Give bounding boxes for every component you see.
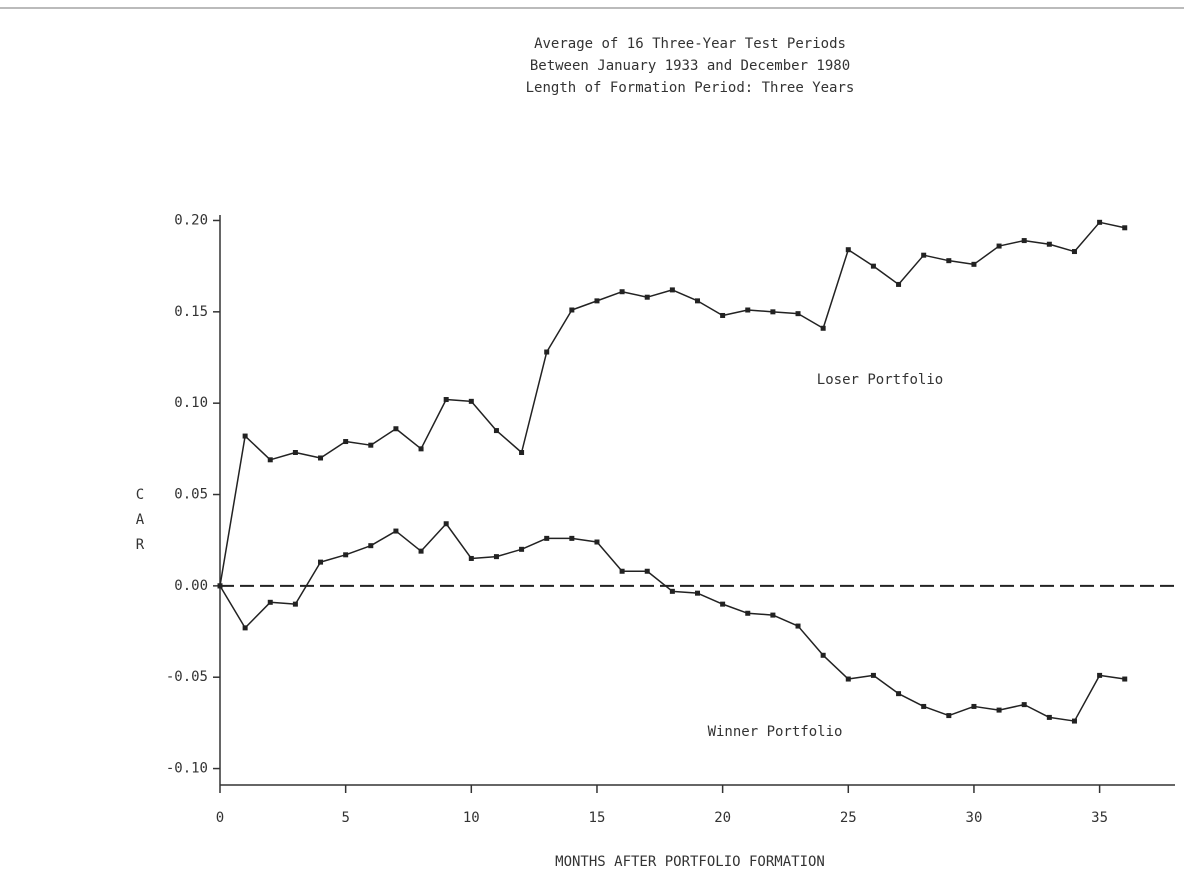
point-marker <box>820 325 826 331</box>
point-marker <box>318 455 324 461</box>
point-marker <box>1097 219 1103 225</box>
point-marker <box>343 439 349 445</box>
point-marker <box>418 446 424 452</box>
point-marker <box>795 311 801 317</box>
point-marker <box>946 258 952 264</box>
point-marker <box>669 588 675 594</box>
point-marker <box>870 672 876 678</box>
x-tick-label: 5 <box>341 810 349 826</box>
series-line <box>219 221 1125 586</box>
point-marker <box>770 309 776 315</box>
point-marker <box>292 450 298 455</box>
point-marker <box>946 713 952 719</box>
point-marker <box>845 247 851 253</box>
point-marker <box>343 552 349 558</box>
point-marker <box>870 263 876 269</box>
point-marker <box>795 623 801 629</box>
point-marker <box>1046 241 1052 247</box>
point-marker <box>443 397 449 403</box>
y-tick-label: 0.15 <box>174 304 208 320</box>
point-marker <box>644 568 650 574</box>
point-marker <box>292 601 298 607</box>
point-marker <box>745 307 751 313</box>
point-marker <box>594 298 600 304</box>
x-tick-label: 35 <box>1091 810 1108 826</box>
y-tick-label: 0.05 <box>174 487 208 503</box>
point-marker <box>267 457 273 463</box>
point-marker <box>820 652 826 658</box>
point-marker <box>393 426 399 432</box>
point-marker <box>1046 714 1052 720</box>
y-tick-label: -0.05 <box>166 669 208 685</box>
point-marker <box>368 442 374 448</box>
x-axis-label: MONTHS AFTER PORTFOLIO FORMATION <box>555 854 825 870</box>
point-marker <box>468 555 474 561</box>
point-marker <box>695 590 700 596</box>
point-marker <box>519 450 525 455</box>
point-marker <box>745 610 751 616</box>
point-marker <box>695 298 700 304</box>
point-marker <box>267 599 273 605</box>
point-marker <box>493 554 499 560</box>
point-marker <box>996 707 1002 713</box>
y-tick-label: 0.20 <box>174 212 208 228</box>
point-marker <box>569 307 575 313</box>
point-marker <box>242 625 248 631</box>
x-tick-label: 20 <box>714 810 731 826</box>
series-annotation: Winner Portfolio <box>708 724 843 740</box>
title-line: Average of 16 Three-Year Test Periods <box>534 36 846 52</box>
point-marker <box>1097 672 1103 678</box>
point-marker <box>845 676 851 682</box>
series-line <box>219 523 1125 722</box>
x-tick-label: 0 <box>216 810 224 826</box>
point-marker <box>493 428 499 434</box>
point-marker <box>443 521 449 527</box>
point-marker <box>242 433 248 439</box>
point-marker <box>619 568 625 574</box>
title-line: Between January 1933 and December 1980 <box>530 58 850 74</box>
y-tick-label: -0.10 <box>166 761 208 777</box>
point-marker <box>921 252 927 258</box>
point-marker <box>468 398 474 404</box>
point-marker <box>1021 702 1027 708</box>
point-marker <box>770 612 776 618</box>
point-marker <box>720 601 726 607</box>
series-annotation: Loser Portfolio <box>817 372 943 388</box>
point-marker <box>1021 238 1027 244</box>
point-marker <box>544 349 550 355</box>
point-marker <box>1122 225 1128 231</box>
point-marker <box>720 312 726 318</box>
point-marker <box>318 559 324 565</box>
point-marker <box>896 281 902 287</box>
point-marker <box>544 535 550 541</box>
x-tick-label: 25 <box>840 810 857 826</box>
point-marker <box>669 287 675 293</box>
point-marker <box>971 703 977 709</box>
x-tick-label: 30 <box>966 810 983 826</box>
point-marker <box>1071 249 1077 255</box>
point-marker <box>418 548 424 554</box>
point-marker <box>393 528 399 534</box>
point-marker <box>368 543 374 549</box>
point-marker <box>1071 718 1077 724</box>
point-marker <box>644 294 650 300</box>
point-marker <box>217 583 223 589</box>
point-marker <box>519 546 525 552</box>
point-marker <box>1122 676 1128 682</box>
point-marker <box>896 691 902 697</box>
point-marker <box>619 289 625 295</box>
point-marker <box>594 539 600 545</box>
x-tick-label: 15 <box>589 810 606 826</box>
y-tick-label: 0.00 <box>174 578 208 594</box>
point-marker <box>569 535 575 541</box>
point-marker <box>971 261 977 267</box>
x-tick-label: 10 <box>463 810 480 826</box>
point-marker <box>996 243 1002 249</box>
point-marker <box>921 703 927 709</box>
y-tick-label: 0.10 <box>174 395 208 411</box>
title-line: Length of Formation Period: Three Years <box>526 80 855 96</box>
